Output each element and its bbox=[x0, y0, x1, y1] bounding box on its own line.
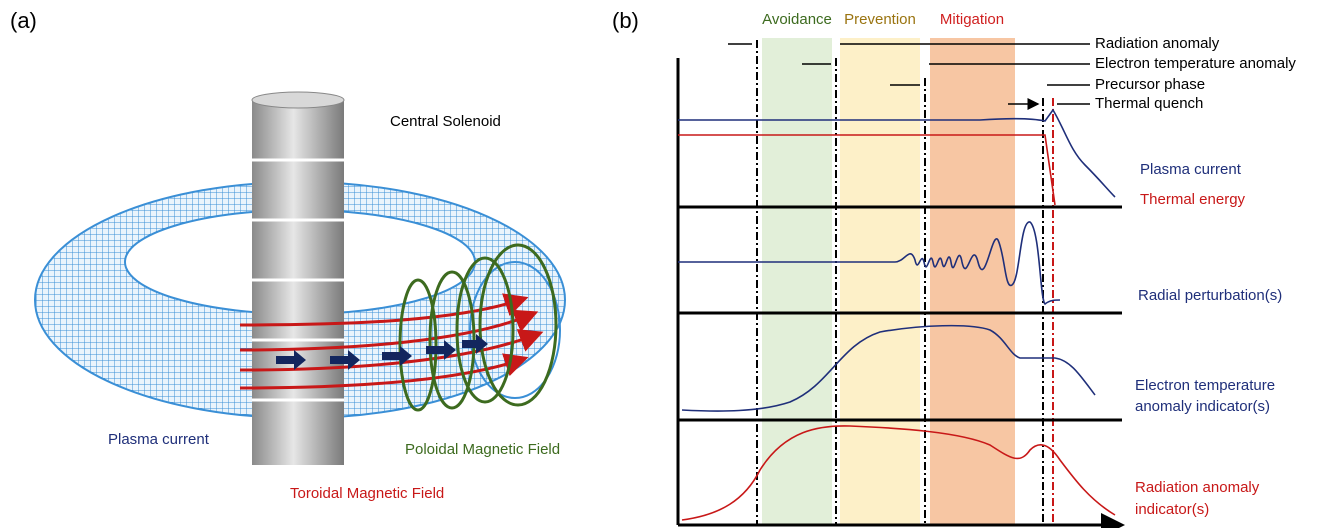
plasma-current-label: Plasma current bbox=[108, 431, 210, 448]
event-label: Radiation anomaly bbox=[1095, 35, 1220, 52]
torus-section bbox=[469, 261, 561, 399]
solenoid-label: Central Solenoid bbox=[390, 113, 501, 130]
avoidance-band bbox=[762, 38, 832, 525]
prevention-band bbox=[840, 38, 920, 525]
event-label: Electron temperature anomaly bbox=[1095, 55, 1296, 72]
signal-label: indicator(s) bbox=[1135, 501, 1209, 518]
current-arrows bbox=[276, 334, 488, 370]
phase-label: Avoidance bbox=[762, 11, 832, 28]
event-label: Thermal quench bbox=[1095, 95, 1203, 112]
panel-label: (a) bbox=[10, 8, 37, 33]
solenoid bbox=[251, 91, 345, 465]
poloidal-label: Poloidal Magnetic Field bbox=[405, 441, 560, 458]
signal-label: Plasma current bbox=[1140, 161, 1242, 178]
signal-label: Electron temperature bbox=[1135, 377, 1275, 394]
toroidal-label: Toroidal Magnetic Field bbox=[290, 485, 444, 502]
signal-curves bbox=[678, 108, 1116, 521]
signal-label: Radial perturbation(s) bbox=[1138, 287, 1282, 304]
axes bbox=[676, 58, 1122, 525]
event-arrows bbox=[728, 43, 1090, 104]
signal-label: Radiation anomaly bbox=[1135, 479, 1260, 496]
phase-label: Mitigation bbox=[940, 11, 1004, 28]
signal-label: Thermal energy bbox=[1140, 191, 1246, 208]
panel-a: (a) Central Solenoid Plasma current Polo… bbox=[10, 8, 566, 502]
panel-b: (b) Avoidance Prevention Mitigation Radi… bbox=[612, 8, 1296, 525]
signal-label: anomaly indicator(s) bbox=[1135, 398, 1270, 415]
event-label: Precursor phase bbox=[1095, 76, 1205, 93]
phase-label: Prevention bbox=[844, 11, 916, 28]
panel-label: (b) bbox=[612, 8, 639, 33]
